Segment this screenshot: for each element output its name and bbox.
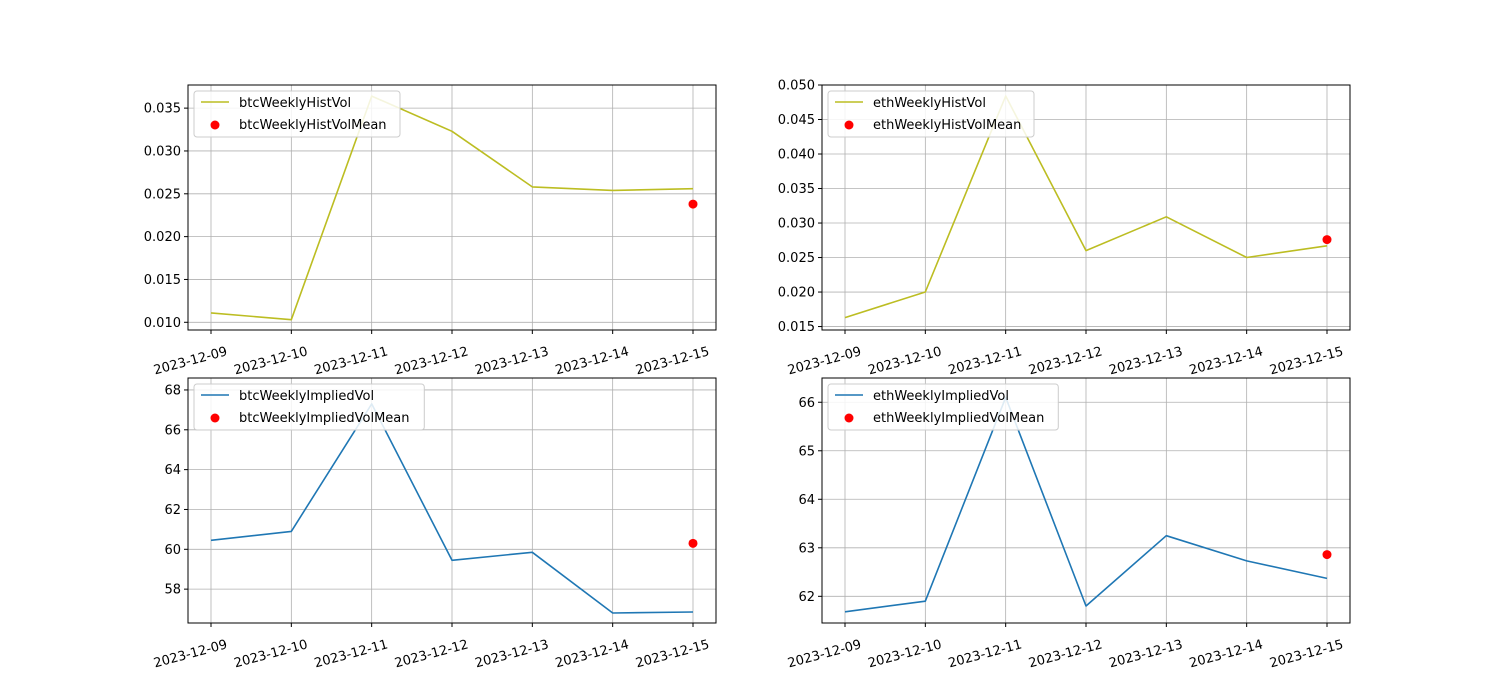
x-tick-label: 2023-12-15 bbox=[1268, 344, 1345, 378]
scatter-point-ethWeeklyHistVolMean bbox=[1322, 235, 1332, 245]
legend-label: ethWeeklyImpliedVolMean bbox=[873, 411, 1044, 426]
y-tick-label: 0.030 bbox=[144, 144, 181, 159]
y-tick-label: 58 bbox=[164, 583, 181, 598]
y-tick-label: 0.050 bbox=[778, 79, 815, 94]
legend-label: btcWeeklyHistVolMean bbox=[239, 118, 387, 133]
x-tick-label: 2023-12-13 bbox=[1107, 344, 1184, 378]
x-tick-label: 2023-12-10 bbox=[232, 637, 309, 671]
x-tick-label: 2023-12-12 bbox=[1027, 344, 1104, 378]
x-tick-label: 2023-12-11 bbox=[947, 344, 1024, 378]
x-tick-label: 2023-12-14 bbox=[554, 637, 631, 671]
legend-label: ethWeeklyHistVol bbox=[873, 96, 986, 111]
chart-panel-4: 62 63 64 65 66 2023-12-09 2023-12-10 2023-12-11… bbox=[786, 377, 1351, 671]
y-tick-label: 64 bbox=[798, 493, 815, 508]
x-tick-label: 2023-12-12 bbox=[393, 637, 470, 671]
y-tick-label: 0.035 bbox=[778, 182, 815, 197]
legend-label: btcWeeklyImpliedVol bbox=[239, 389, 374, 404]
x-tick-label: 2023-12-15 bbox=[634, 344, 711, 378]
y-tick-label: 66 bbox=[164, 423, 181, 438]
x-tick-label: 2023-12-09 bbox=[786, 344, 863, 378]
y-tick-label: 0.020 bbox=[778, 286, 815, 301]
x-tick-label: 2023-12-14 bbox=[1188, 637, 1265, 671]
y-tick-label: 62 bbox=[164, 503, 181, 518]
y-tick-label: 62 bbox=[798, 590, 815, 605]
y-tick-label: 0.010 bbox=[144, 316, 181, 331]
legend-box bbox=[193, 90, 401, 138]
y-tick-label: 0.020 bbox=[144, 230, 181, 245]
legend-label: btcWeeklyImpliedVolMean bbox=[239, 411, 410, 426]
x-tick-label: 2023-12-09 bbox=[152, 637, 229, 671]
scatter-point-btcWeeklyImpliedVolMean bbox=[688, 538, 698, 548]
x-tick-label: 2023-12-13 bbox=[473, 344, 550, 378]
chart-panel-2: 0.015 0.020 0.025 0.030 0.035 0.040 0.045 0.050… bbox=[778, 79, 1351, 378]
y-tick-label: 63 bbox=[798, 541, 815, 556]
chart-panel-1: 0.010 0.015 0.020 0.025 0.030 0.035 2023-12-09… bbox=[144, 84, 717, 378]
legend-label: ethWeeklyHistVolMean bbox=[873, 118, 1021, 133]
x-tick-label: 2023-12-09 bbox=[152, 344, 229, 378]
y-tick-label: 0.035 bbox=[144, 102, 181, 117]
x-tick-label: 2023-12-13 bbox=[473, 637, 550, 671]
legend-label: ethWeeklyImpliedVol bbox=[873, 389, 1009, 404]
series-line-btcWeeklyHistVol bbox=[210, 95, 694, 321]
legend-marker-swatch bbox=[844, 120, 854, 130]
scatter-point-ethWeeklyImpliedVolMean bbox=[1322, 550, 1332, 560]
x-tick-label: 2023-12-10 bbox=[866, 344, 943, 378]
x-tick-label: 2023-12-10 bbox=[866, 637, 943, 671]
y-tick-label: 0.015 bbox=[144, 273, 181, 288]
y-tick-label: 65 bbox=[798, 444, 815, 459]
x-tick-label: 2023-12-12 bbox=[393, 344, 470, 378]
y-tick-label: 66 bbox=[798, 396, 815, 411]
y-tick-label: 0.045 bbox=[778, 113, 815, 128]
x-tick-label: 2023-12-10 bbox=[232, 344, 309, 378]
series-line-btcWeeklyImpliedVol bbox=[210, 403, 694, 614]
x-tick-label: 2023-12-11 bbox=[313, 344, 390, 378]
x-tick-label: 2023-12-14 bbox=[554, 344, 631, 378]
legend-box bbox=[827, 383, 1059, 431]
x-tick-label: 2023-12-12 bbox=[1027, 637, 1104, 671]
legend-marker-swatch bbox=[210, 413, 220, 423]
y-tick-label: 60 bbox=[164, 543, 181, 558]
y-tick-label: 0.025 bbox=[144, 187, 181, 202]
x-tick-label: 2023-12-15 bbox=[634, 637, 711, 671]
x-tick-label: 2023-12-15 bbox=[1268, 637, 1345, 671]
series-line-ethWeeklyImpliedVol bbox=[844, 396, 1328, 613]
y-tick-label: 0.040 bbox=[778, 148, 815, 163]
legend-box bbox=[827, 90, 1035, 138]
legend-box bbox=[193, 383, 425, 431]
x-tick-label: 2023-12-13 bbox=[1107, 637, 1184, 671]
x-tick-label: 2023-12-09 bbox=[786, 637, 863, 671]
y-tick-label: 68 bbox=[164, 383, 181, 398]
x-tick-label: 2023-12-14 bbox=[1188, 344, 1265, 378]
series-line-ethWeeklyHistVol bbox=[844, 95, 1328, 319]
scatter-point-btcWeeklyHistVolMean bbox=[688, 199, 698, 209]
legend-marker-swatch bbox=[844, 413, 854, 423]
x-tick-label: 2023-12-11 bbox=[313, 637, 390, 671]
y-tick-label: 0.025 bbox=[778, 251, 815, 266]
y-tick-label: 0.030 bbox=[778, 217, 815, 232]
x-tick-label: 2023-12-11 bbox=[947, 637, 1024, 671]
legend-marker-swatch bbox=[210, 120, 220, 130]
y-tick-label: 64 bbox=[164, 463, 181, 478]
legend-label: btcWeeklyHistVol bbox=[239, 96, 351, 111]
y-tick-label: 0.015 bbox=[778, 320, 815, 335]
